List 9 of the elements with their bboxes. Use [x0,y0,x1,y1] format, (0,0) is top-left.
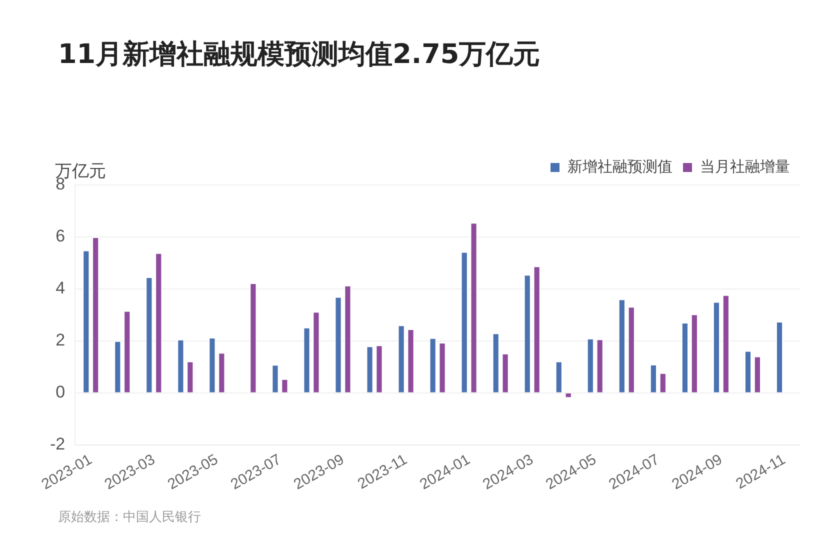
chart-title: 11月新增社融规模预测均值2.75万亿元 [58,38,540,72]
y-tick-label: -2 [50,434,66,454]
y-tick-label: 0 [56,382,66,402]
text: 原始数据：中国人民银行 [58,509,201,527]
legend-label: 新增社融预测值 [568,157,672,176]
y-tick-label: 2 [56,330,66,350]
y-tick-label: 6 [56,226,66,246]
y-tick-label: 4 [56,278,66,298]
legend-label: 当月社融增量 [700,157,790,176]
